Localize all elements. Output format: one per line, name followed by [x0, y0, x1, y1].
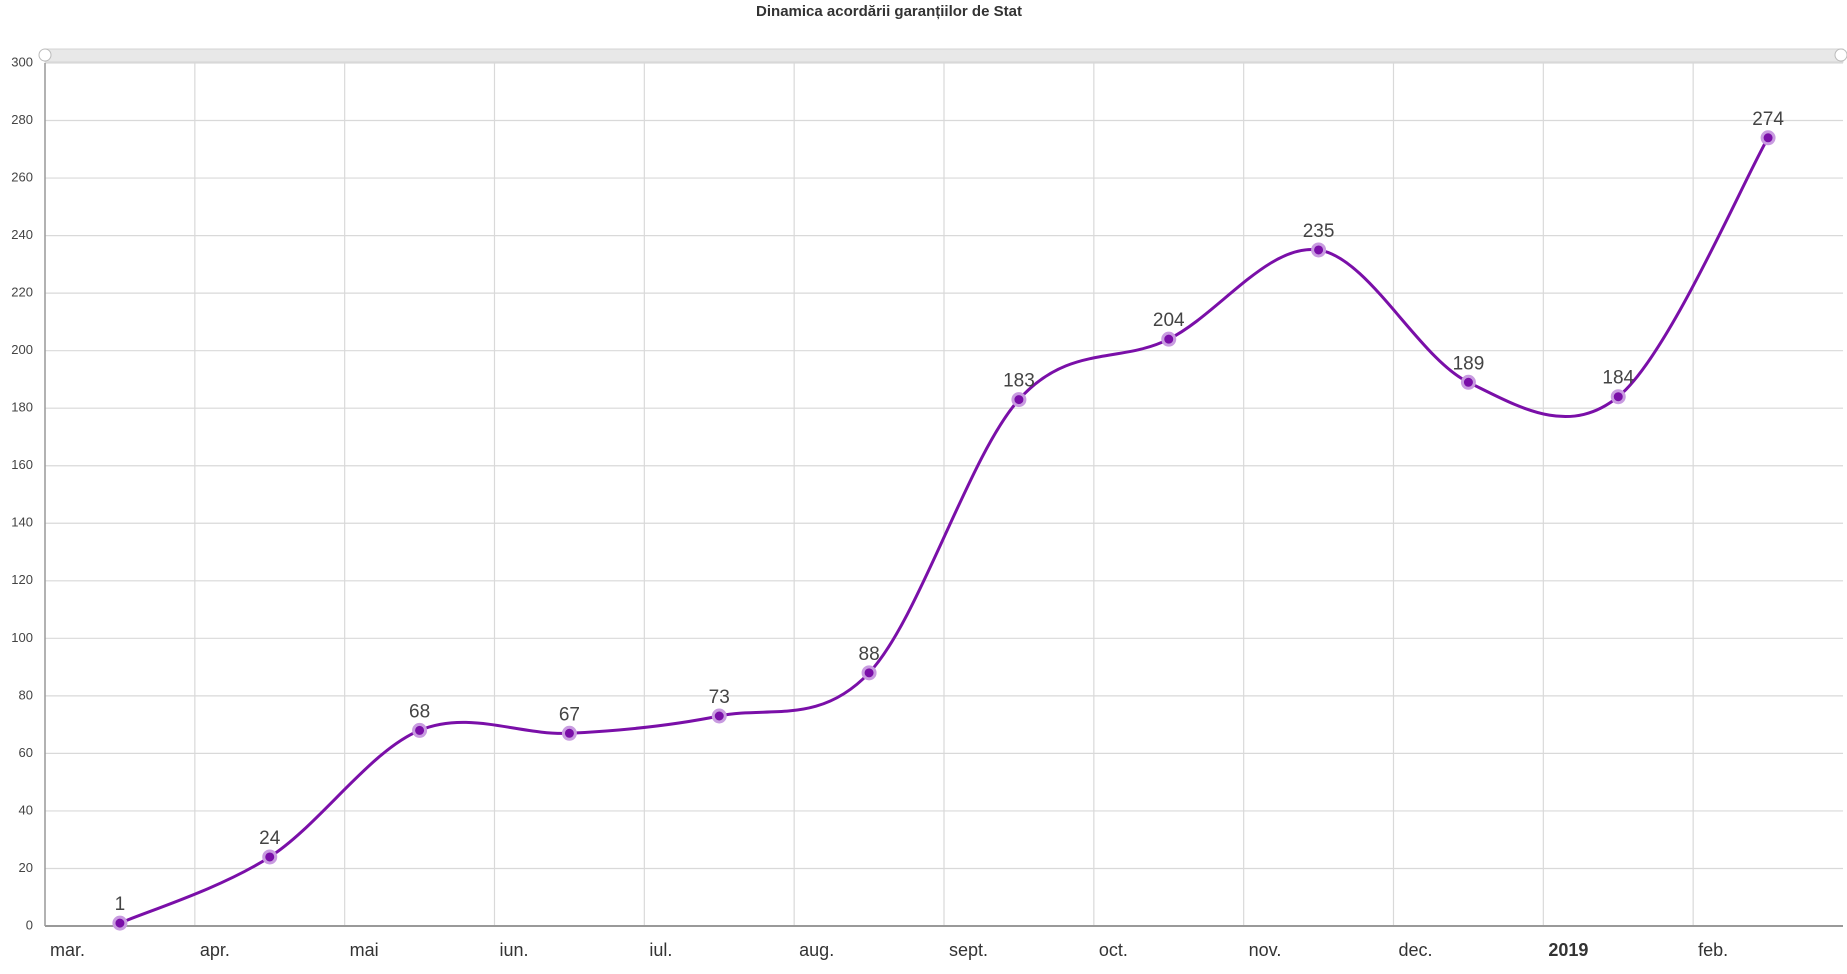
- y-tick-label: 0: [26, 917, 33, 932]
- point: [1760, 130, 1776, 146]
- point: [112, 915, 128, 931]
- x-tick-label: oct.: [1099, 940, 1128, 960]
- y-tick-label: 80: [19, 687, 33, 702]
- data-label: 1: [115, 894, 126, 915]
- point: [1011, 392, 1027, 408]
- data-label: 204: [1153, 310, 1185, 331]
- data-label: 184: [1602, 368, 1634, 389]
- y-tick-label: 300: [11, 54, 33, 69]
- y-tick-label: 220: [11, 285, 33, 300]
- x-tick-label: 2019: [1548, 940, 1588, 960]
- y-tick-label: 60: [19, 745, 33, 760]
- data-label: 183: [1003, 371, 1035, 392]
- x-tick-label: nov.: [1249, 940, 1282, 960]
- data-label: 274: [1752, 109, 1784, 130]
- scrollbar[interactable]: [44, 48, 1844, 63]
- point: [1610, 389, 1626, 405]
- scroll-handle-right[interactable]: [1834, 48, 1847, 62]
- y-tick-label: 280: [11, 112, 33, 127]
- data-label: 73: [709, 687, 730, 708]
- point: [861, 665, 877, 681]
- data-label: 235: [1303, 221, 1335, 242]
- data-label: 88: [859, 644, 880, 665]
- x-tick-label: feb.: [1698, 940, 1728, 960]
- data-label: 68: [409, 701, 430, 722]
- scroll-handle-left[interactable]: [38, 48, 52, 62]
- y-tick-label: 160: [11, 457, 33, 472]
- y-tick-label: 120: [11, 572, 33, 587]
- x-tick-label: mar.: [50, 940, 85, 960]
- y-tick-label: 140: [11, 515, 33, 530]
- x-tick-label: iun.: [500, 940, 529, 960]
- y-tick-label: 200: [11, 342, 33, 357]
- x-tick-label: aug.: [799, 940, 834, 960]
- y-tick-label: 260: [11, 170, 33, 185]
- x-tick-label: iul.: [649, 940, 672, 960]
- chart-title: Dinamica acordării garanțiilor de Stat: [756, 3, 1022, 20]
- data-label: 67: [559, 704, 580, 725]
- y-tick-label: 180: [11, 400, 33, 415]
- point: [561, 725, 577, 741]
- x-tick-label: sept.: [949, 940, 988, 960]
- data-label: 189: [1453, 353, 1485, 374]
- y-tick-label: 20: [19, 860, 33, 875]
- x-tick-label: apr.: [200, 940, 230, 960]
- y-tick-label: 240: [11, 227, 33, 242]
- y-tick-label: 40: [19, 802, 33, 817]
- point: [412, 722, 428, 738]
- point: [262, 849, 278, 865]
- point: [711, 708, 727, 724]
- x-tick-label: mai: [350, 940, 379, 960]
- y-tick-label: 100: [11, 630, 33, 645]
- x-tick-label: dec.: [1399, 940, 1433, 960]
- point: [1460, 374, 1476, 390]
- data-label: 24: [259, 828, 281, 849]
- point: [1311, 242, 1327, 258]
- point: [1161, 331, 1177, 347]
